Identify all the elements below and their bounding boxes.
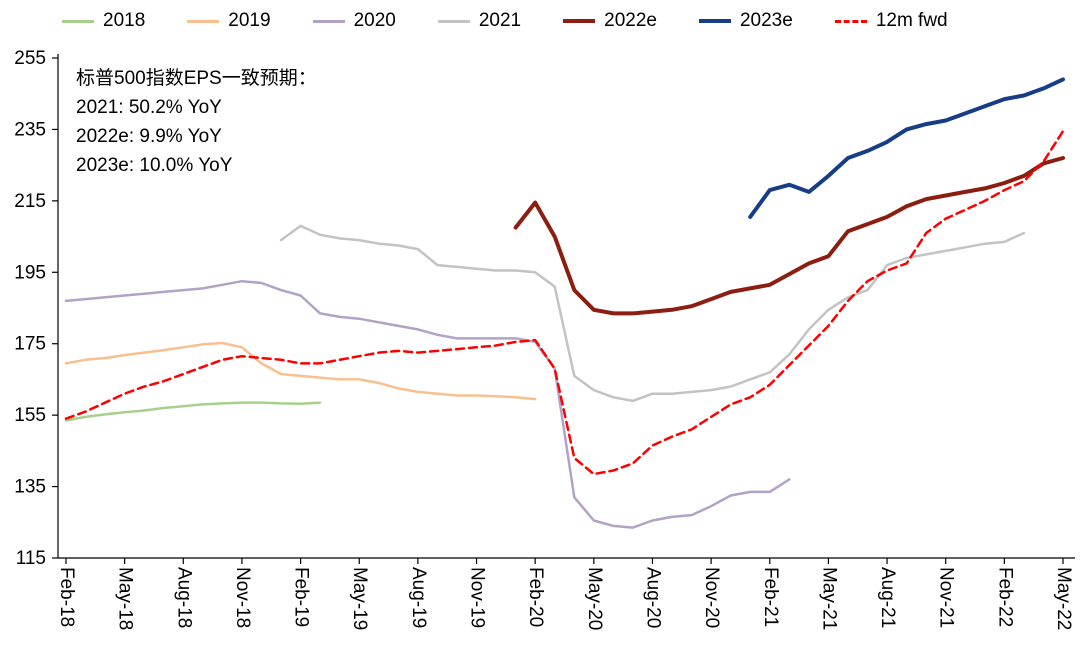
series-2018	[64, 401, 322, 422]
legend-item-2019: 2019	[187, 10, 271, 32]
y-tick-label: 195	[14, 262, 46, 283]
legend-item-12m-fwd: 12m fwd	[834, 10, 948, 32]
series-2022e	[513, 156, 1065, 316]
x-tick-label: Feb-19	[291, 567, 312, 627]
x-tick-label: Nov-21	[936, 567, 957, 628]
x-tick-label: May-21	[818, 567, 839, 630]
x-tick-label: Nov-19	[467, 567, 488, 628]
legend-item-2022e: 2022e	[563, 10, 657, 32]
legend: 2018 2019 2020 2021 2022e 2023e 12m fwd	[62, 10, 948, 32]
x-tick-label: Feb-22	[994, 567, 1015, 627]
x-tick-label: Aug-19	[408, 567, 429, 628]
y-tick-label: 215	[14, 191, 46, 212]
x-tick-label: May-18	[115, 567, 136, 630]
legend-label: 2022e	[604, 10, 657, 31]
legend-swatch-2018	[62, 19, 94, 23]
legend-label: 12m fwd	[875, 10, 948, 31]
x-tick-label: Nov-18	[232, 567, 253, 628]
x-tick-label: May-20	[584, 567, 605, 630]
x-tick-label: Aug-20	[642, 567, 663, 628]
series-2023e	[748, 77, 1065, 219]
y-tick-label: 235	[14, 119, 46, 140]
y-tick-label: 115	[16, 548, 46, 569]
legend-label: 2018	[103, 10, 146, 31]
y-tick-label: 135	[14, 477, 46, 498]
legend-item-2021: 2021	[437, 10, 522, 32]
x-tick-label: Aug-21	[877, 567, 898, 628]
legend-swatch-2019	[187, 19, 220, 23]
x-tick-label: May-19	[349, 567, 370, 630]
legend-item-2018: 2018	[62, 10, 145, 32]
y-tick-label: 175	[14, 334, 46, 355]
series-12m-fwd	[64, 129, 1065, 476]
legend-label: 2023e	[739, 10, 793, 31]
series-2021	[279, 224, 1026, 403]
legend-swatch-2021	[437, 19, 470, 23]
x-tick-label: Feb-18	[56, 567, 77, 627]
legend-item-2020: 2020	[312, 10, 396, 32]
x-tick-label: Feb-20	[525, 567, 546, 627]
legend-label: 2021	[478, 10, 522, 31]
legend-item-2023e: 2023e	[698, 10, 793, 32]
legend-label: 2020	[353, 10, 396, 31]
legend-label: 2019	[228, 10, 271, 31]
x-tick-label: Aug-18	[173, 567, 194, 628]
y-tick-label: 155	[14, 405, 46, 426]
annotation-line-2023e: 2023e: 10.0% YoY	[76, 155, 233, 176]
legend-swatch-2022e	[563, 19, 596, 23]
x-tick-label: Nov-20	[701, 567, 722, 628]
annotation-line-2022e: 2022e: 9.9% YoY	[76, 126, 222, 147]
legend-swatch-2023e	[698, 19, 731, 23]
series-2019	[64, 341, 537, 401]
legend-swatch-2020	[312, 19, 345, 23]
series-2020	[64, 279, 791, 529]
y-tick-label: 255	[14, 48, 46, 69]
x-tick-label: May-22	[1053, 567, 1074, 630]
legend-swatch-12m-fwd	[834, 19, 867, 23]
x-tick-label: Feb-21	[760, 567, 781, 627]
annotation: 标普500指数EPS一致预期： 2021: 50.2% YoY 2022e: 9…	[76, 64, 317, 180]
annotation-title: 标普500指数EPS一致预期：	[76, 68, 317, 89]
annotation-line-2021: 2021: 50.2% YoY	[76, 97, 222, 118]
